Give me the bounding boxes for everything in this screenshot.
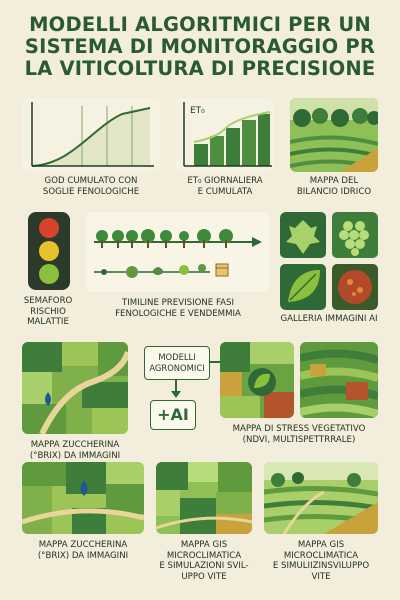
- gdd-curve-chart: [22, 98, 160, 172]
- sugar-map-2: [22, 462, 144, 534]
- stress-leaf-icon: [254, 373, 270, 388]
- title-line-3: LA VITICOLTURA DI PRECISIONE: [24, 57, 376, 80]
- stress-map-caption: MAPPA DI STRESS VEGETATIVO (NDVI, MULTIS…: [232, 424, 366, 445]
- red-light-icon: [39, 218, 59, 238]
- sugar-map-2-caption: MAPPA ZUCCHERINA (°BRIX) DA IMMAGINI: [37, 540, 129, 561]
- stress-map-b: [300, 342, 378, 418]
- title-line-2: SISTEMA DI MONITORAGGIO PR: [24, 35, 376, 58]
- bud-icon: [126, 266, 138, 278]
- gis-map-1: [156, 462, 252, 534]
- models-down-arrow: [171, 380, 181, 398]
- water-balance-caption: MAPPA DEL BILANCIO IDRICO: [296, 176, 372, 197]
- page-title: MODELLI ALGORITMICI PER UN SISTEMA DI MO…: [10, 14, 390, 80]
- stress-map-a: [220, 342, 294, 418]
- water-drop-icon: [45, 392, 51, 406]
- gallery-caption: GALLERIA IMMAGINI AI: [280, 314, 378, 324]
- grape-icon: [198, 264, 206, 272]
- calendar-icon: [215, 263, 229, 277]
- gis-map-2: [264, 462, 378, 534]
- et0-bar-chart: [176, 98, 274, 172]
- gdd-chart-panel: [22, 98, 160, 172]
- water-drop-icon-2: [80, 480, 88, 496]
- water-balance-map: [290, 98, 378, 172]
- disease-risk-traffic-light: [28, 212, 70, 290]
- et0-caption: ET₀ GIORNALIERA E CUMULATA: [187, 176, 263, 197]
- phenology-timeline-panel: [86, 212, 270, 292]
- gdd-caption: GOD CUMULATO CON SOGLIE FENOLOGICHE: [42, 176, 140, 197]
- sugar-map-1-caption: MAPPA ZUCCHERINA (°BRIX) DA IMMAGINI: [29, 440, 121, 461]
- vineyard-landscape-image: [290, 98, 378, 172]
- green-light-icon: [39, 264, 59, 284]
- ai-box: +AI: [150, 400, 196, 430]
- sugar-map-1: [22, 342, 128, 434]
- agronomic-models-box: MODELLI AGRONOMICI: [144, 346, 210, 380]
- gis-map-2-caption: MAPPA GIS MICROCLIMATICA E SIMULIIZINSVI…: [272, 540, 370, 582]
- phenology-timeline: [94, 229, 262, 278]
- vine-leaf-icon: [286, 220, 320, 254]
- gis-map-1-caption: MAPPA GIS MICROCLIMATICA E SIMULAZIONI S…: [159, 540, 249, 582]
- traffic-light-caption: SEMAFORO RISCHIO MALATTIE: [23, 296, 73, 327]
- timeline-caption: TIMILINE PREVISIONE FASI FENOLOGICHE E V…: [115, 298, 241, 319]
- leaf-icon: [152, 267, 164, 275]
- flower-icon: [179, 265, 189, 275]
- title-line-1: MODELLI ALGORITMICI PER UN: [29, 13, 371, 36]
- ai-gallery-grid: [280, 212, 378, 310]
- yellow-light-icon: [39, 241, 59, 261]
- et0-axis-label: ET₀: [190, 106, 205, 116]
- et0-chart-panel: ET₀: [176, 98, 274, 172]
